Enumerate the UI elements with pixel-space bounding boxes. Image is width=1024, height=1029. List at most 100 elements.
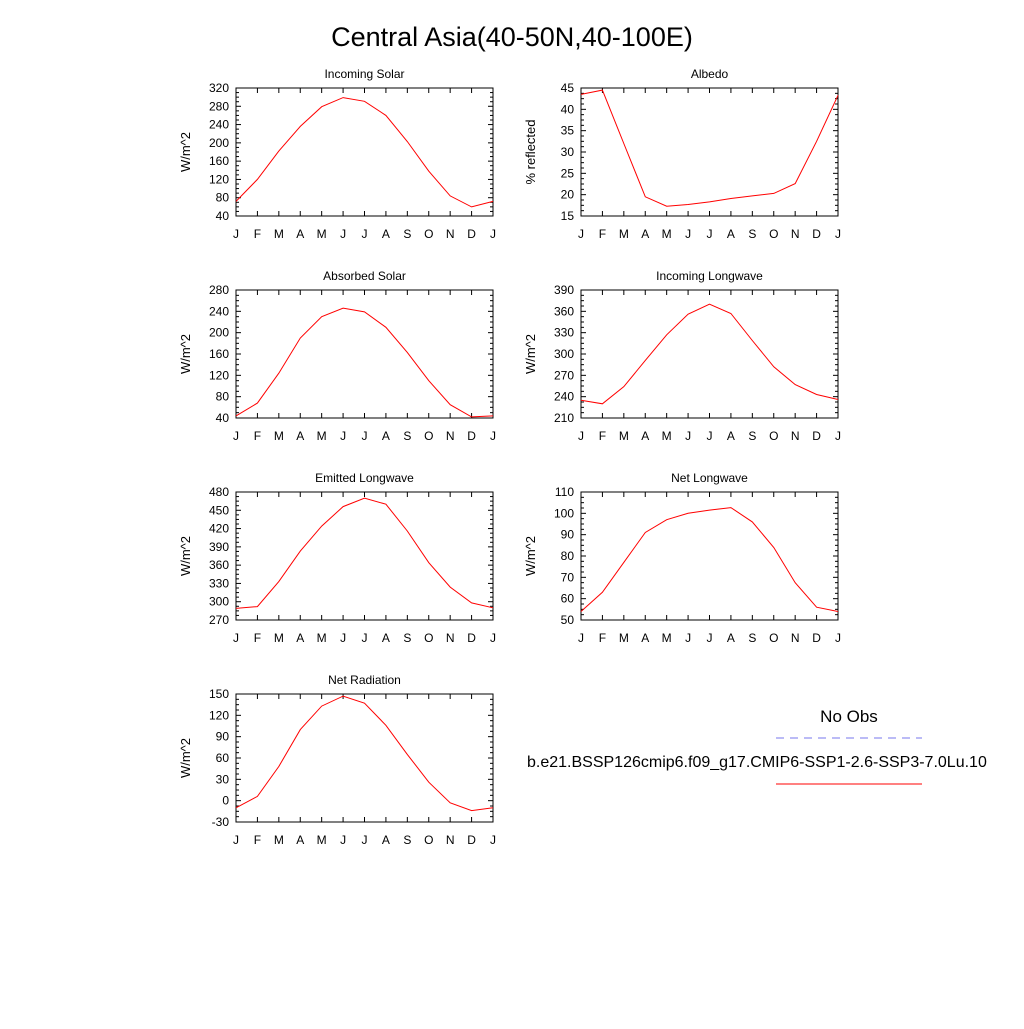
y-tick-label: 90	[561, 528, 575, 542]
y-tick-label: 90	[216, 730, 230, 744]
x-tick-label: S	[403, 227, 411, 241]
x-tick-label: O	[769, 429, 778, 443]
x-tick-label: A	[727, 631, 735, 645]
x-tick-label: J	[707, 631, 713, 645]
y-tick-label: 160	[209, 154, 229, 168]
panel-title: Albedo	[691, 67, 729, 81]
y-tick-label: 480	[209, 485, 229, 499]
y-tick-label: 450	[209, 503, 229, 517]
x-tick-label: S	[403, 429, 411, 443]
x-tick-label: A	[296, 631, 304, 645]
y-tick-label: 100	[554, 506, 574, 520]
x-tick-label: M	[274, 429, 284, 443]
y-tick-label: 320	[209, 81, 229, 95]
y-tick-label: 300	[209, 595, 229, 609]
legend: No Obs b.e21.BSSP126cmip6.f09_g17.CMIP6-…	[527, 707, 987, 785]
y-axis-label: W/m^2	[523, 334, 538, 374]
y-tick-label: 110	[555, 485, 574, 499]
y-tick-label: 30	[216, 772, 230, 786]
series-line	[235, 695, 494, 812]
x-tick-label: J	[490, 227, 496, 241]
plot-frame	[235, 289, 494, 419]
series-line	[235, 497, 494, 609]
panel-title: Net Longwave	[671, 471, 748, 485]
y-tick-label: 50	[561, 613, 575, 627]
plot-frame	[235, 693, 494, 823]
x-tick-label: J	[362, 429, 368, 443]
x-tick-label: M	[317, 429, 327, 443]
x-tick-label: A	[382, 631, 390, 645]
x-tick-label: M	[619, 227, 629, 241]
x-tick-label: F	[599, 631, 606, 645]
y-tick-label: 300	[554, 347, 574, 361]
x-tick-label: A	[296, 429, 304, 443]
x-tick-label: O	[769, 631, 778, 645]
y-tick-label: 120	[209, 172, 229, 186]
y-tick-label: 390	[209, 540, 229, 554]
series-line	[580, 303, 839, 405]
x-tick-label: M	[662, 429, 672, 443]
y-tick-label: 40	[216, 209, 230, 223]
plot-frame	[580, 491, 839, 621]
x-tick-label: A	[641, 631, 649, 645]
x-tick-label: D	[812, 227, 821, 241]
x-tick-label: J	[685, 429, 691, 443]
y-tick-label: 45	[561, 81, 575, 95]
x-tick-label: A	[382, 429, 390, 443]
x-tick-label: J	[578, 631, 584, 645]
panel-title: Incoming Longwave	[656, 269, 763, 283]
y-tick-label: 240	[209, 118, 229, 132]
x-tick-label: D	[812, 429, 821, 443]
y-tick-label: 60	[216, 751, 230, 765]
x-tick-label: J	[362, 227, 368, 241]
x-tick-label: M	[662, 227, 672, 241]
series-line	[580, 89, 839, 207]
x-tick-label: J	[340, 833, 346, 847]
legend-model-label: b.e21.BSSP126cmip6.f09_g17.CMIP6-SSP1-2.…	[527, 754, 987, 771]
x-tick-label: M	[619, 631, 629, 645]
panel-title: Net Radiation	[328, 673, 401, 687]
x-tick-label: A	[641, 429, 649, 443]
y-axis-label: % reflected	[523, 119, 538, 184]
y-tick-label: 20	[561, 188, 575, 202]
x-tick-label: D	[467, 631, 476, 645]
x-tick-label: O	[424, 631, 433, 645]
x-tick-label: M	[274, 833, 284, 847]
y-tick-label: 280	[209, 99, 229, 113]
x-tick-label: M	[274, 227, 284, 241]
x-tick-label: S	[748, 429, 756, 443]
x-tick-label: J	[578, 227, 584, 241]
y-tick-label: 120	[209, 368, 229, 382]
x-tick-label: D	[467, 833, 476, 847]
y-tick-label: 60	[561, 592, 575, 606]
y-tick-label: 240	[554, 390, 574, 404]
x-tick-label: F	[254, 227, 261, 241]
plot-frame	[235, 87, 494, 217]
x-tick-label: M	[619, 429, 629, 443]
panel-title: Emitted Longwave	[315, 471, 414, 485]
x-tick-label: M	[317, 833, 327, 847]
x-tick-label: J	[340, 227, 346, 241]
x-tick-label: A	[382, 227, 390, 241]
x-tick-label: J	[835, 429, 841, 443]
x-tick-label: N	[446, 631, 455, 645]
y-tick-label: 270	[554, 368, 574, 382]
x-tick-label: N	[446, 429, 455, 443]
x-tick-label: D	[467, 227, 476, 241]
x-tick-label: M	[662, 631, 672, 645]
x-tick-label: A	[727, 429, 735, 443]
y-tick-label: 280	[209, 283, 229, 297]
x-tick-label: J	[707, 227, 713, 241]
x-tick-label: N	[446, 833, 455, 847]
y-tick-label: 40	[216, 411, 230, 425]
series-line	[235, 97, 494, 208]
x-tick-label: A	[382, 833, 390, 847]
x-tick-label: A	[296, 227, 304, 241]
x-tick-label: N	[446, 227, 455, 241]
x-tick-label: J	[835, 227, 841, 241]
